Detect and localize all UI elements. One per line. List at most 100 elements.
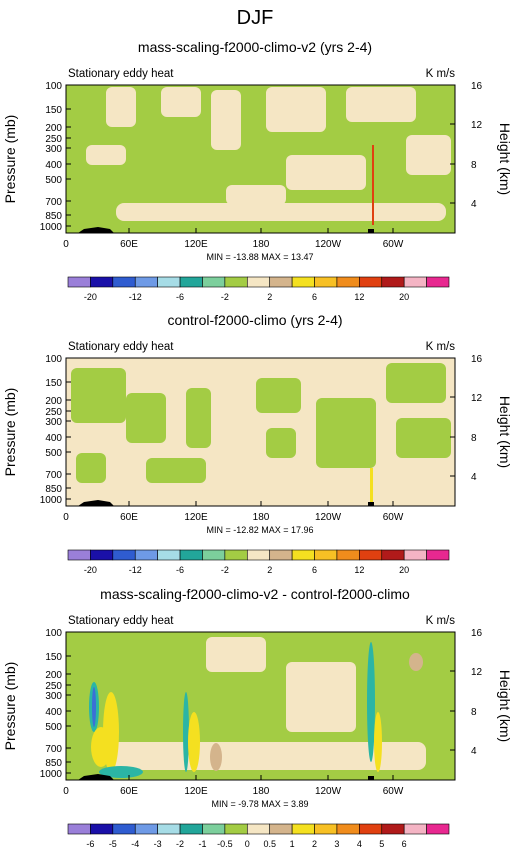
colorbar-swatch — [246, 276, 271, 288]
field-region — [226, 185, 286, 205]
colorbar-swatch — [336, 823, 360, 835]
y-tick-label: 400 — [45, 433, 62, 444]
panel-units: K m/s — [426, 615, 456, 627]
colorbar-label: -12 — [129, 292, 142, 302]
field-region — [99, 766, 143, 778]
x-tick-label: 60E — [120, 512, 138, 523]
y-tick-label: 200 — [45, 123, 62, 134]
colorbar-label: -6 — [86, 839, 94, 849]
y-tick-label: 100 — [45, 628, 62, 639]
field-region — [86, 145, 126, 165]
field-region — [206, 637, 266, 672]
colorbar-swatch — [359, 276, 383, 288]
colorbar-label: -5 — [109, 839, 117, 849]
y-tick-label: 200 — [45, 670, 62, 681]
field-region — [367, 642, 375, 762]
y-tick-label: 250 — [45, 407, 62, 418]
y-tick-label: 200 — [45, 396, 62, 407]
colorbar-label: 6 — [402, 839, 407, 849]
y2-tick-label: 12 — [471, 120, 483, 131]
colorbar-swatch — [403, 823, 427, 835]
colorbar-swatch — [269, 549, 293, 561]
terrain-mask — [78, 500, 114, 506]
y2-axis-label: Height (km) — [497, 396, 511, 468]
colorbar-swatch — [426, 549, 450, 561]
panel-subtitle: Stationary eddy heat — [68, 68, 174, 80]
field-region — [346, 87, 416, 122]
colorbar-swatch — [179, 276, 203, 288]
field-region — [286, 662, 356, 732]
colorbar-label: 20 — [399, 292, 409, 302]
colorbar-label: 2 — [267, 565, 272, 575]
y-tick-label: 850 — [45, 211, 62, 222]
colorbar-label: -2 — [221, 292, 229, 302]
colorbar-label: -1 — [198, 839, 206, 849]
colorbar-swatch — [291, 823, 315, 835]
x-tick-label: 60W — [383, 239, 404, 250]
colorbar-swatch — [314, 276, 338, 288]
x-tick-label: 60W — [383, 786, 404, 797]
colorbar-label: -20 — [84, 565, 97, 575]
page-title: DJF — [237, 7, 274, 29]
x-tick-label: 0 — [63, 239, 69, 250]
colorbar-label: -20 — [84, 292, 97, 302]
field-region — [186, 388, 211, 448]
colorbar-swatch — [67, 276, 91, 288]
x-tick-label: 180 — [253, 786, 270, 797]
colorbar-swatch — [336, 549, 360, 561]
y-tick-label: 300 — [45, 417, 62, 428]
colorbar-swatch — [90, 823, 114, 835]
colorbar-swatch — [381, 549, 405, 561]
panel-units: K m/s — [426, 341, 456, 353]
colorbar-swatch — [134, 276, 158, 288]
y-tick-label: 100 — [45, 81, 62, 92]
field-region — [183, 692, 189, 772]
terrain-mask — [368, 229, 374, 233]
y-tick-label: 400 — [45, 160, 62, 171]
field-region — [374, 712, 382, 772]
field-line — [370, 468, 373, 503]
colorbar-swatch — [90, 549, 114, 561]
y-axis-label: Pressure (mb) — [2, 662, 18, 751]
colorbar-swatch — [359, 823, 383, 835]
field-region — [396, 418, 451, 458]
x-tick-label: 120E — [184, 786, 208, 797]
field-line — [372, 145, 374, 225]
colorbar-label: 5 — [379, 839, 384, 849]
field-region — [116, 203, 446, 221]
min-max-label: MIN = -12.82 MAX = 17.96 — [206, 525, 313, 535]
y2-tick-label: 8 — [471, 160, 477, 171]
x-tick-label: 120E — [184, 239, 208, 250]
y-tick-label: 850 — [45, 758, 62, 769]
terrain-mask — [78, 227, 114, 233]
field-region — [76, 453, 106, 483]
colorbar-swatch — [224, 276, 248, 288]
colorbar-label: 2 — [312, 839, 317, 849]
y-tick-label: 500 — [45, 448, 62, 459]
panel-title: control-f2000-climo (yrs 2-4) — [167, 312, 342, 328]
colorbar-swatch — [381, 823, 405, 835]
panel-title: mass-scaling-f2000-climo-v2 - control-f2… — [100, 586, 410, 602]
colorbar-swatch — [359, 549, 383, 561]
y-tick-label: 700 — [45, 470, 62, 481]
colorbar-swatch — [246, 549, 271, 561]
colorbar-swatch — [112, 549, 136, 561]
field-region — [211, 90, 241, 150]
colorbar-swatch — [179, 823, 203, 835]
colorbar-swatch — [134, 823, 158, 835]
colorbar-swatch — [314, 549, 338, 561]
colorbar-label: 12 — [354, 292, 364, 302]
colorbar-swatch — [67, 823, 91, 835]
colorbar-swatch — [202, 276, 226, 288]
y2-tick-label: 8 — [471, 433, 477, 444]
colorbar-swatch — [314, 823, 338, 835]
field-region — [406, 135, 451, 175]
field-region — [286, 155, 366, 190]
y-tick-label: 700 — [45, 197, 62, 208]
y-tick-label: 150 — [45, 105, 62, 116]
colorbar-swatch — [202, 549, 226, 561]
y2-tick-label: 12 — [471, 667, 483, 678]
colorbar-swatch — [224, 549, 248, 561]
colorbar-swatch — [291, 276, 315, 288]
colorbar-swatch — [291, 549, 315, 561]
